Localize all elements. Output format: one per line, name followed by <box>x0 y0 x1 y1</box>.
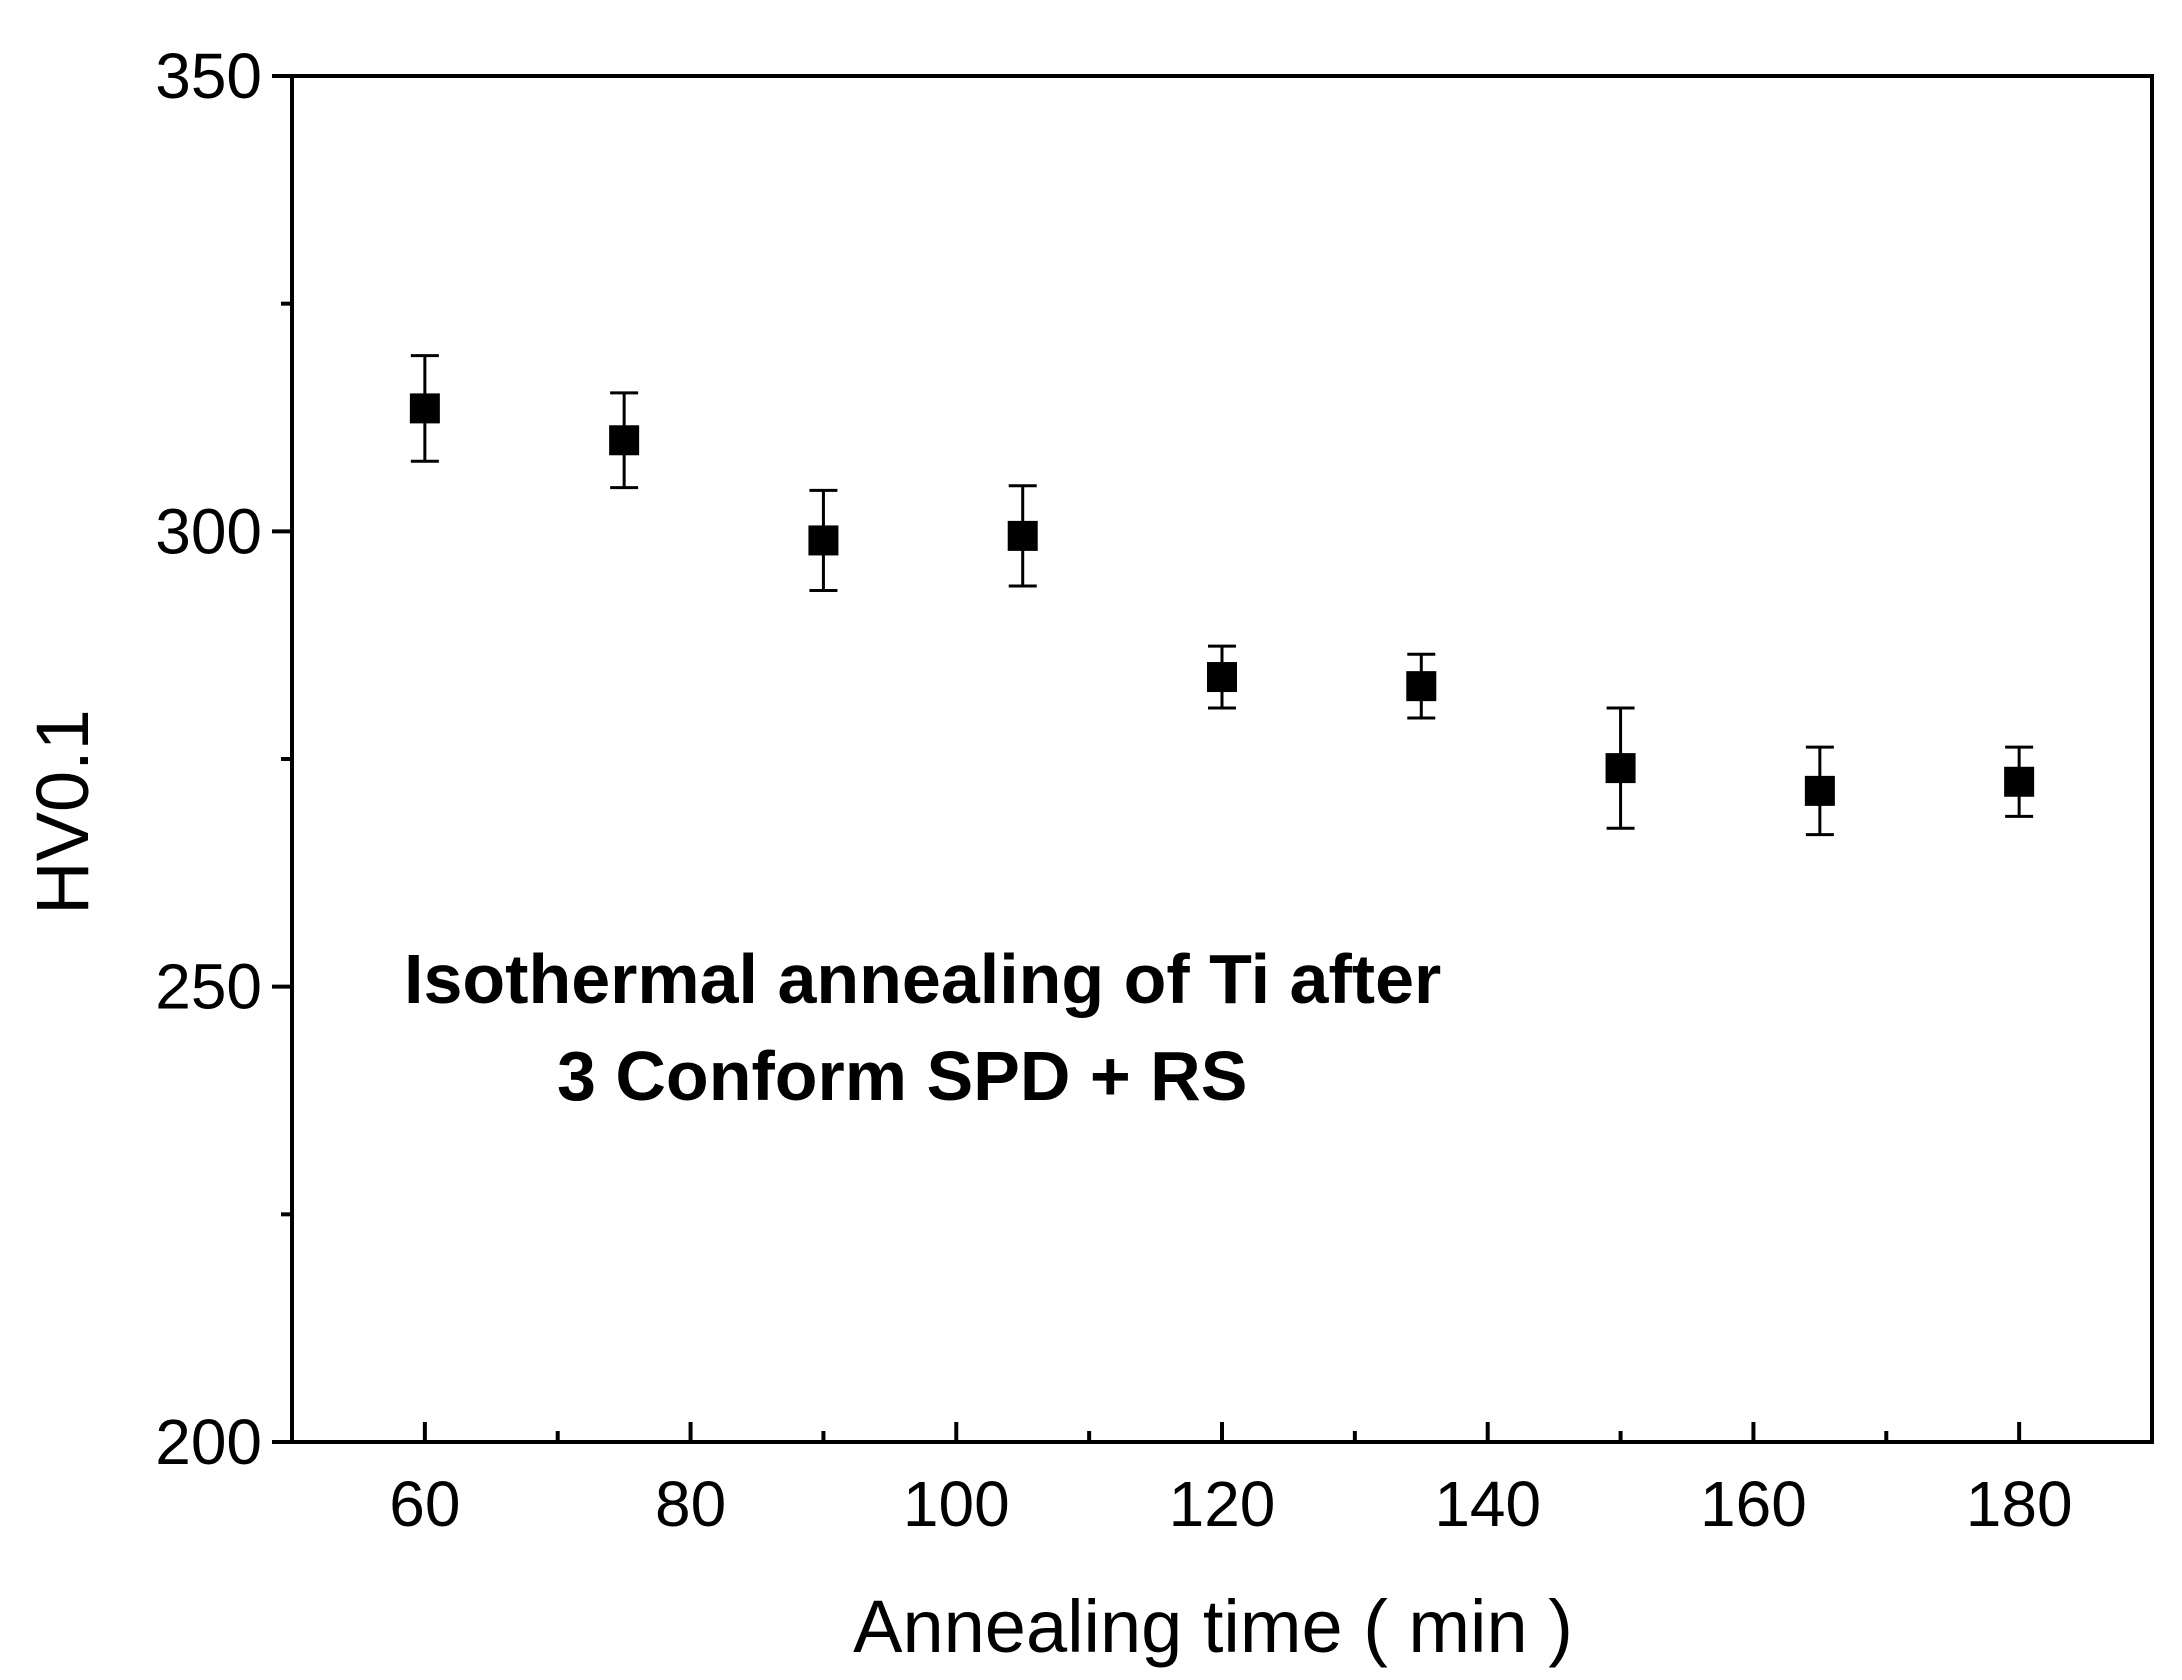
plot-frame <box>290 74 2154 1444</box>
data-points <box>409 393 2035 806</box>
x-tick-label: 180 <box>1966 1468 2073 1540</box>
annotation-line-1: Isothermal annealing of Ti after <box>404 940 1441 1018</box>
data-point <box>609 425 640 456</box>
y-tick-label: 250 <box>155 951 262 1023</box>
data-point <box>808 525 839 556</box>
data-point <box>1804 775 1835 806</box>
x-tick-label: 60 <box>389 1468 460 1540</box>
data-point <box>1406 671 1437 702</box>
y-tick-label: 200 <box>155 1406 262 1478</box>
x-axis-label: Annealing time ( min ) <box>853 1585 1573 1668</box>
x-tick-label: 120 <box>1169 1468 1276 1540</box>
error-bars <box>410 354 2034 837</box>
y-tick-label: 350 <box>155 40 262 112</box>
annotation-line-2: 3 Conform SPD + RS <box>557 1037 1247 1115</box>
plot-border <box>290 74 2154 1444</box>
y-tick-label: 300 <box>155 495 262 567</box>
x-axis: 60 80 100 120 140 160 180 <box>389 1422 2073 1540</box>
data-point <box>409 393 440 424</box>
data-point <box>1007 520 1038 551</box>
data-point <box>2004 766 2035 797</box>
y-axis-label: HV0.1 <box>21 709 104 915</box>
x-tick-label: 100 <box>903 1468 1010 1540</box>
y-axis: 200 250 300 350 <box>155 40 292 1478</box>
data-point <box>1605 753 1636 784</box>
data-point <box>1207 662 1237 693</box>
x-tick-label: 140 <box>1434 1468 1541 1540</box>
x-tick-label: 160 <box>1700 1468 1807 1540</box>
x-tick-label: 80 <box>655 1468 726 1540</box>
